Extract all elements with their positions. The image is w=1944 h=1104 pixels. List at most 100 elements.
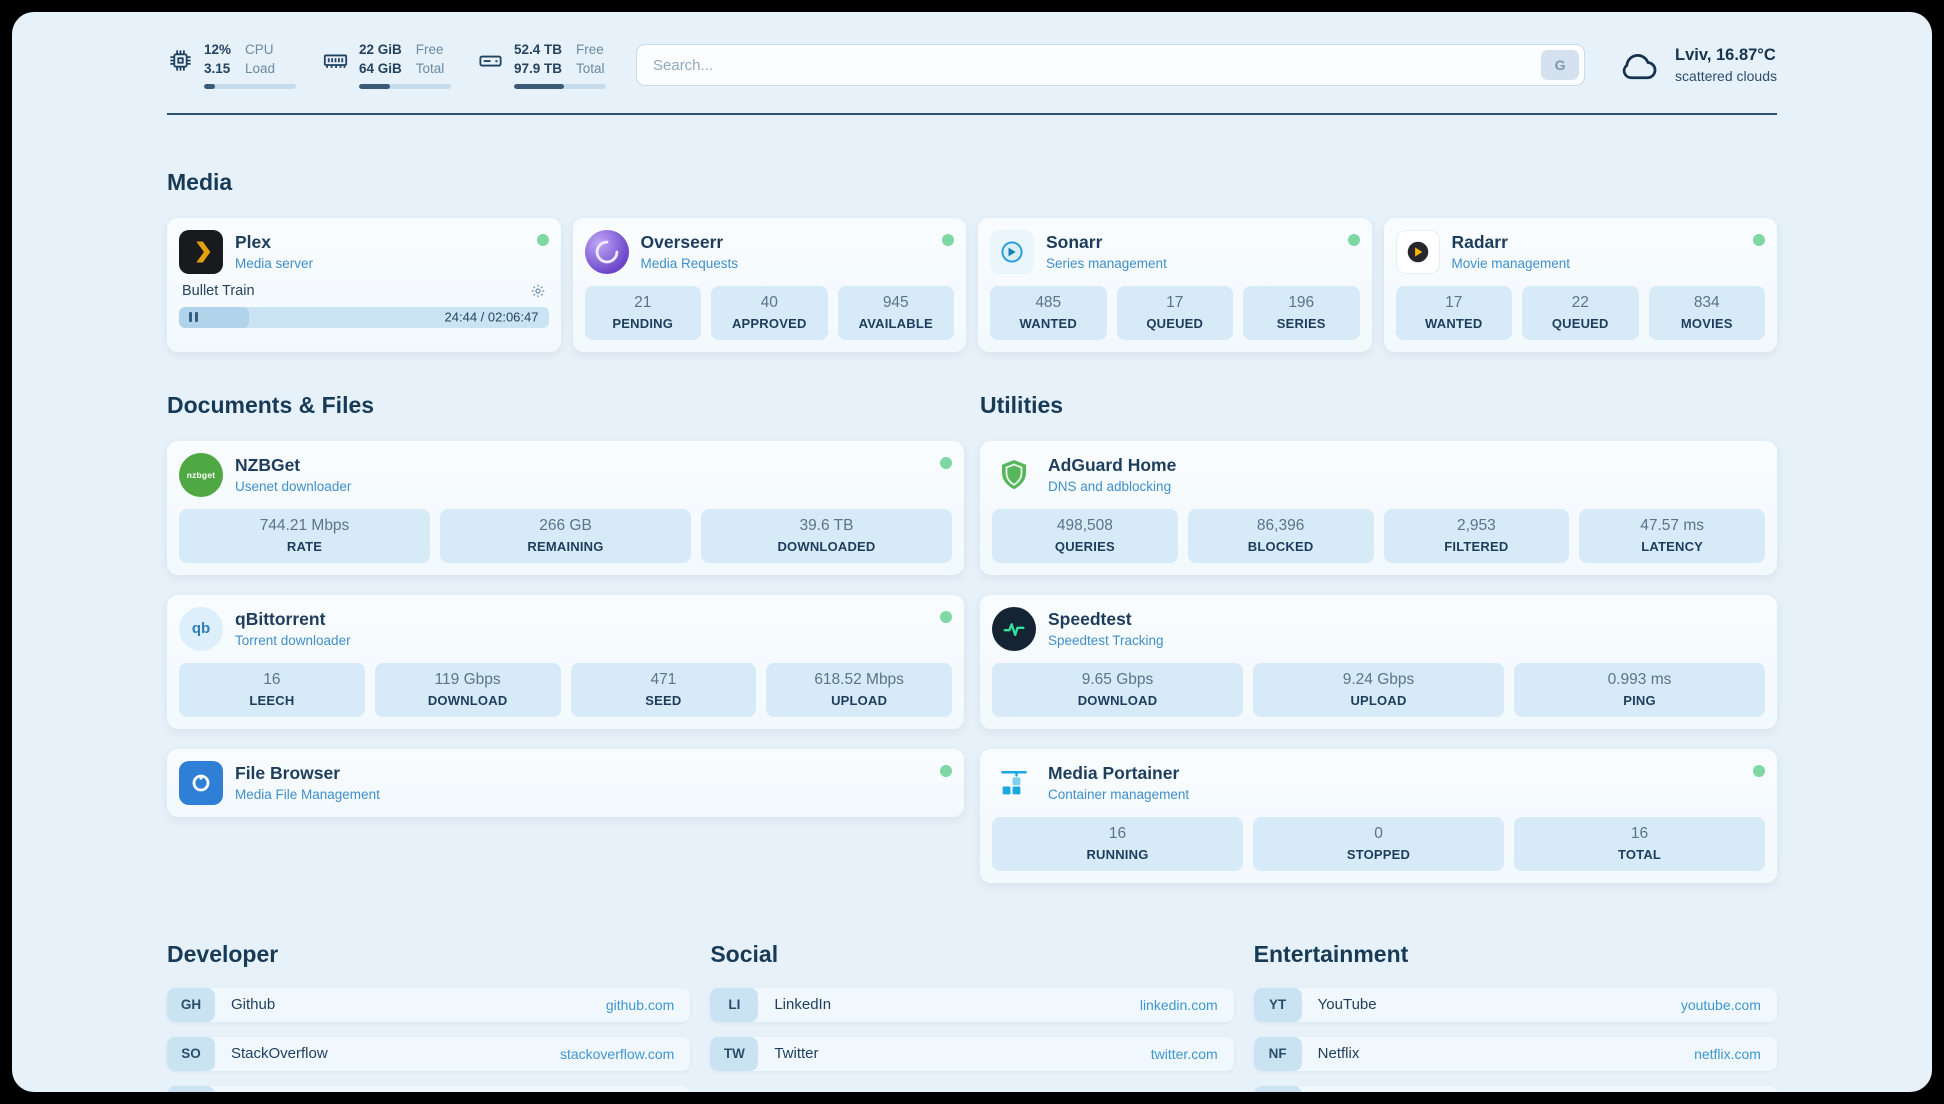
weather-location: Lviv, 16.87°C — [1675, 46, 1776, 65]
section-utilities: Utilities AdGuard Home — [980, 392, 1777, 883]
stat-label: SERIES — [1276, 315, 1326, 331]
stats-row: 744.21 Mbps RATE 266 GB REMAINING 39.6 T… — [179, 508, 952, 563]
stat-box: 39.6 TB DOWNLOADED — [701, 508, 952, 563]
ram-free-value: 22 GiB — [359, 42, 402, 57]
disk-free-value: 52.4 TB — [514, 42, 563, 57]
stats-row: 485 WANTED 17 QUEUED 196 SERIES — [990, 285, 1360, 340]
now-playing-row: Bullet Train — [179, 283, 549, 299]
stat-label: LATENCY — [1641, 538, 1704, 554]
app-name: Speedtest — [1048, 609, 1132, 630]
bookmark-linkedin[interactable]: LI LinkedIn linkedin.com — [710, 987, 1234, 1022]
app-card-nzbget: nzbget NZBGet Usenet downloader 744.21 M… — [167, 440, 964, 575]
app-speedtest[interactable]: Speedtest Speedtest Tracking — [992, 606, 1765, 651]
ram-free-label: Free — [415, 42, 444, 57]
ram-progress-fill — [359, 83, 391, 89]
sonarr-icon — [990, 229, 1034, 274]
app-nzbget[interactable]: nzbget NZBGet Usenet downloader — [179, 452, 952, 497]
app-sonarr[interactable]: Sonarr Series management — [990, 229, 1360, 274]
bookmark-url: reddit.com — [1696, 1086, 1761, 1092]
app-name: NZBGet — [235, 455, 301, 476]
app-name: Media Portainer — [1048, 763, 1180, 784]
playback-progress-bar[interactable]: 24:44 / 02:06:47 — [179, 306, 549, 328]
stat-label: FILTERED — [1444, 538, 1509, 554]
bookmark-stackoverflow[interactable]: SO StackOverflow stackoverflow.com — [167, 1036, 691, 1071]
bookmark-netflix[interactable]: NF Netflix netflix.com — [1253, 1036, 1777, 1071]
bookmark-url: dev.to — [637, 1086, 674, 1092]
stat-box: 0.993 ms PING — [1514, 662, 1765, 717]
stat-label: UPLOAD — [831, 692, 888, 708]
topbar: 12% 3.15 CPU Load — [167, 42, 1777, 89]
bookmark-name: Twitter — [774, 1045, 819, 1063]
plex-icon — [179, 229, 223, 274]
stat-box: 17 WANTED — [1395, 285, 1512, 340]
playback-time: 24:44 / 02:06:47 — [444, 309, 539, 325]
cpu-load-label: Load — [245, 60, 276, 76]
app-radarr[interactable]: Radarr Movie management — [1395, 229, 1765, 274]
stat-value: 945 — [882, 293, 909, 311]
stat-label: DOWNLOAD — [427, 692, 508, 708]
youtube-icon: YT — [1253, 987, 1302, 1022]
stat-label: DOWNLOADED — [777, 538, 876, 554]
speedtest-icon — [992, 606, 1036, 651]
stat-label: QUEUED — [1146, 315, 1204, 331]
stat-value: 618.52 Mbps — [814, 670, 904, 688]
bookmark-youtube[interactable]: YT YouTube youtube.com — [1253, 987, 1777, 1022]
app-qbittorrent[interactable]: qb qBittorrent Torrent downloader — [179, 606, 952, 651]
app-portainer[interactable]: Media Portainer Container management — [992, 761, 1765, 805]
stats-row: 21 PENDING 40 APPROVED 945 AVAILABLE — [584, 285, 954, 340]
app-name: Overseerr — [640, 232, 724, 253]
stat-box: 744.21 Mbps RATE — [179, 508, 430, 563]
app-subtitle: Movie management — [1451, 256, 1571, 272]
stats-row: 17 WANTED 22 QUEUED 834 MOVIES — [1395, 285, 1765, 340]
search-engine-button[interactable]: G — [1541, 50, 1580, 81]
stat-value: 22 — [1571, 293, 1589, 311]
nzbget-icon: nzbget — [179, 452, 223, 497]
pause-icon[interactable] — [189, 312, 198, 323]
ram-progress-bar — [359, 83, 451, 89]
stat-box: 498,508 QUERIES — [992, 508, 1178, 563]
stat-value: 119 Gbps — [434, 670, 501, 688]
bookmark-dev[interactable]: DT DEV dev.to — [167, 1085, 691, 1092]
app-adguard[interactable]: AdGuard Home DNS and adblocking — [992, 453, 1765, 497]
app-subtitle: Series management — [1046, 256, 1167, 272]
bookmark-url: youtube.com — [1680, 996, 1761, 1013]
stat-box: 86,396 BLOCKED — [1187, 508, 1374, 563]
status-online-dot — [940, 456, 952, 469]
stat-box: 40 APPROVED — [711, 285, 828, 340]
bookmark-reddit[interactable]: RE Reddit reddit.com — [1253, 1085, 1777, 1092]
stat-label: SEED — [645, 692, 682, 708]
cpu-icon — [167, 47, 194, 74]
stat-value: 9.65 Gbps — [1081, 670, 1154, 688]
ram-usage-widget: 22 GiB 64 GiB Free Total — [322, 42, 451, 89]
section-title-developer: Developer — [167, 940, 279, 967]
app-plex[interactable]: Plex Media server — [179, 229, 549, 274]
stat-label: BLOCKED — [1247, 538, 1314, 554]
stat-value: 485 — [1035, 293, 1062, 311]
bookmark-url: linkedin.com — [1139, 996, 1218, 1013]
cpu-progress-bar — [204, 83, 296, 89]
stat-value: 471 — [650, 670, 677, 688]
portainer-icon — [992, 761, 1036, 805]
stat-box: 471 SEED — [570, 662, 757, 717]
app-card-sonarr: Sonarr Series management 485 WANTED 17 Q… — [978, 217, 1372, 352]
app-filebrowser[interactable]: File Browser Media File Management — [179, 760, 952, 805]
bookmark-twitter[interactable]: TW Twitter twitter.com — [710, 1036, 1234, 1071]
app-name: Sonarr — [1046, 232, 1103, 253]
search-input[interactable] — [636, 44, 1586, 87]
stats-row: 16 LEECH 119 Gbps DOWNLOAD 471 SEED — [179, 662, 952, 717]
disk-icon — [477, 47, 504, 74]
gear-icon[interactable] — [530, 283, 546, 299]
ram-total-label: Total — [415, 60, 445, 76]
bookmark-github[interactable]: GH Github github.com — [167, 987, 691, 1022]
overseerr-icon — [584, 229, 629, 274]
cpu-percent: 12% — [204, 42, 232, 57]
stat-label: QUERIES — [1054, 538, 1115, 554]
stats-row: 9.65 Gbps DOWNLOAD 9.24 Gbps UPLOAD 0.99… — [992, 662, 1765, 717]
stat-label: TOTAL — [1617, 846, 1662, 862]
app-name: Plex — [235, 232, 271, 253]
bookmark-name: StackOverflow — [231, 1045, 328, 1063]
app-subtitle: Media File Management — [235, 787, 380, 803]
app-overseerr[interactable]: Overseerr Media Requests — [584, 229, 954, 274]
system-stats-group: 12% 3.15 CPU Load — [167, 42, 606, 89]
section-social: Social LI LinkedIn linkedin.com TW Twitt… — [710, 941, 1234, 1092]
